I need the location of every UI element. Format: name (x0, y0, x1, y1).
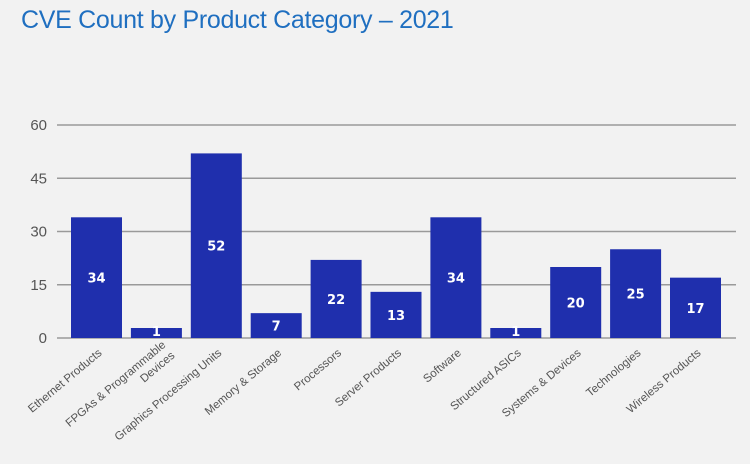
data-label: 25 (627, 288, 645, 303)
bars (71, 153, 721, 338)
data-label: 17 (686, 302, 704, 317)
data-labels: 34 1 52 7 22 13 34 1 20 25 17 (87, 240, 704, 340)
bar (610, 249, 662, 338)
x-tick-label-line: Technologies (584, 347, 643, 400)
bar (190, 153, 242, 338)
data-label: 20 (567, 297, 585, 312)
y-tick-label: 30 (30, 224, 47, 241)
y-axis-ticks: 0 15 30 45 60 (30, 117, 47, 347)
data-label: 22 (327, 293, 345, 308)
y-tick-label: 15 (30, 277, 47, 294)
data-label: 34 (87, 272, 105, 287)
bar (670, 277, 721, 338)
y-tick-label: 45 (30, 170, 47, 187)
data-label: 52 (207, 240, 225, 255)
x-tick-label: Processors (292, 347, 344, 393)
x-tick-label: Software (421, 347, 463, 385)
bar (550, 267, 602, 338)
bar (490, 328, 542, 338)
data-label: 1 (152, 325, 161, 340)
bar (130, 328, 182, 338)
x-tick-label-line: Software (421, 347, 463, 385)
y-tick-label: 60 (30, 117, 47, 134)
x-tick-label: FPGAs & ProgrammableDevices (64, 339, 178, 440)
bar (250, 313, 302, 338)
data-label: 13 (387, 309, 405, 324)
data-label: 1 (511, 325, 520, 340)
y-tick-label: 0 (39, 330, 47, 347)
data-label: 7 (272, 320, 281, 335)
x-tick-label-line: Processors (292, 347, 344, 393)
data-label: 34 (447, 272, 465, 287)
x-tick-label: Technologies (584, 347, 643, 400)
bar (370, 291, 422, 338)
bar (310, 259, 362, 338)
bar (430, 217, 482, 338)
bar (71, 217, 122, 338)
chart-title: CVE Count by Product Category – 2021 (21, 6, 454, 34)
